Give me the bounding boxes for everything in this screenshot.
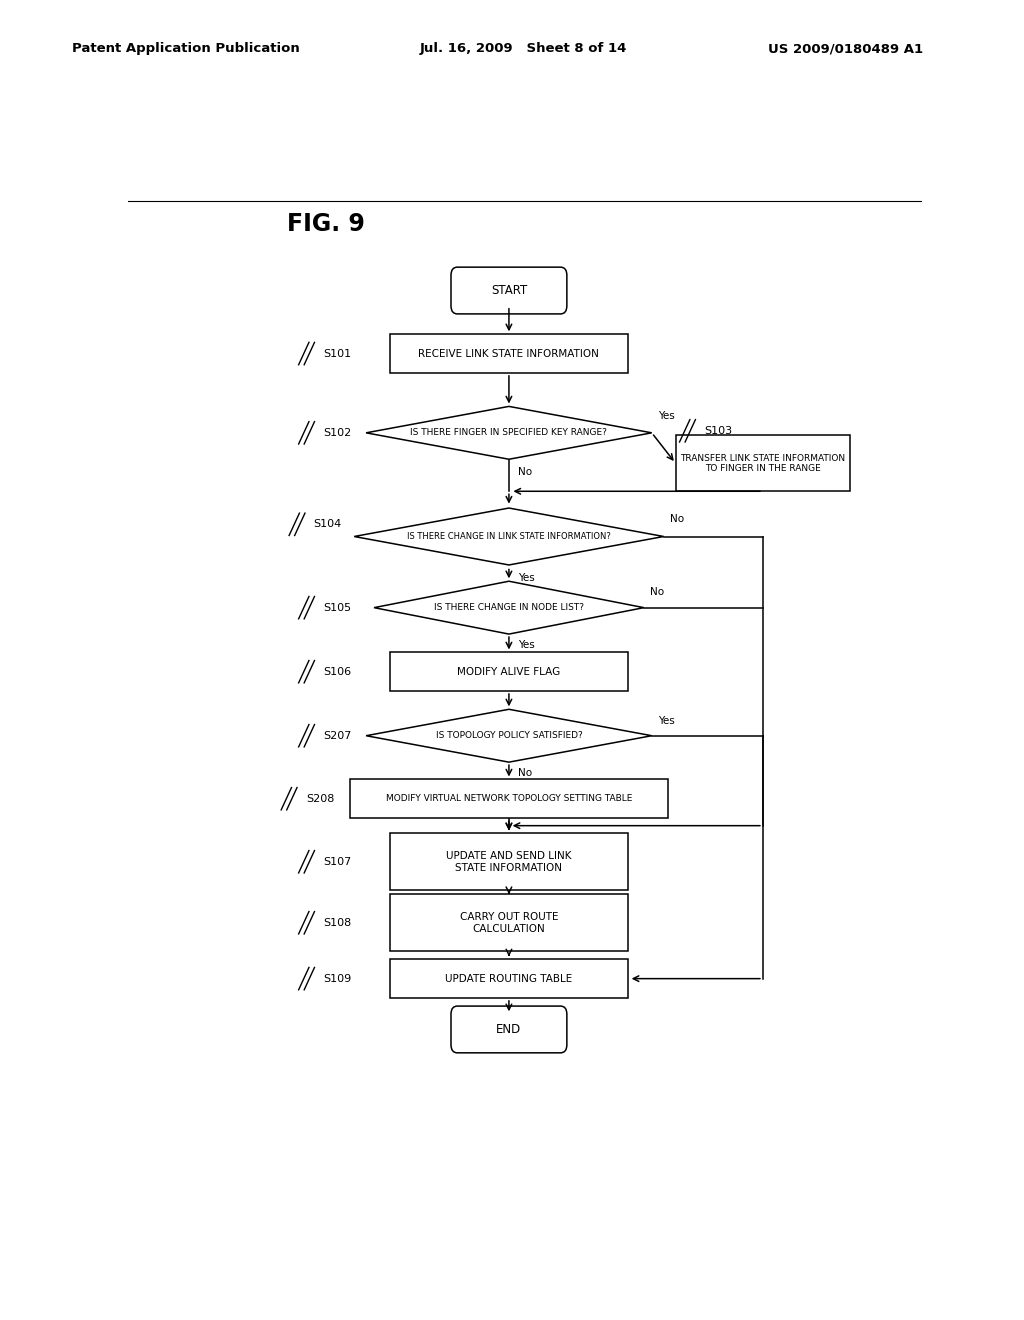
- Text: S107: S107: [324, 857, 351, 867]
- Text: END: END: [497, 1023, 521, 1036]
- Text: MODIFY ALIVE FLAG: MODIFY ALIVE FLAG: [458, 667, 560, 677]
- Text: S101: S101: [324, 348, 351, 359]
- Text: IS THERE CHANGE IN LINK STATE INFORMATION?: IS THERE CHANGE IN LINK STATE INFORMATIO…: [407, 532, 611, 541]
- Text: FIG. 9: FIG. 9: [287, 213, 365, 236]
- Polygon shape: [374, 581, 644, 634]
- Text: Yes: Yes: [658, 411, 675, 421]
- Text: No: No: [650, 587, 665, 598]
- Text: S207: S207: [324, 731, 351, 741]
- Bar: [390, 960, 628, 998]
- Text: Patent Application Publication: Patent Application Publication: [72, 42, 299, 55]
- Bar: [390, 833, 628, 890]
- Text: Yes: Yes: [518, 640, 536, 651]
- Text: UPDATE AND SEND LINK
STATE INFORMATION: UPDATE AND SEND LINK STATE INFORMATION: [446, 851, 571, 873]
- Text: IS THERE CHANGE IN NODE LIST?: IS THERE CHANGE IN NODE LIST?: [434, 603, 584, 612]
- Text: S103: S103: [705, 426, 732, 436]
- FancyBboxPatch shape: [451, 267, 567, 314]
- Text: START: START: [490, 284, 527, 297]
- Text: S109: S109: [324, 974, 351, 983]
- Text: No: No: [670, 515, 684, 524]
- Polygon shape: [354, 508, 664, 565]
- Bar: [390, 894, 628, 952]
- Polygon shape: [367, 709, 651, 762]
- Text: MODIFY VIRTUAL NETWORK TOPOLOGY SETTING TABLE: MODIFY VIRTUAL NETWORK TOPOLOGY SETTING …: [386, 795, 632, 804]
- Text: TRANSFER LINK STATE INFORMATION
TO FINGER IN THE RANGE: TRANSFER LINK STATE INFORMATION TO FINGE…: [680, 454, 846, 473]
- Text: Yes: Yes: [518, 573, 536, 582]
- Text: S106: S106: [324, 667, 351, 677]
- Text: No: No: [518, 768, 532, 779]
- Text: S108: S108: [324, 917, 351, 928]
- Bar: [390, 334, 628, 372]
- FancyBboxPatch shape: [451, 1006, 567, 1053]
- Bar: [350, 779, 668, 818]
- Text: IS THERE FINGER IN SPECIFIED KEY RANGE?: IS THERE FINGER IN SPECIFIED KEY RANGE?: [411, 428, 607, 437]
- Text: RECEIVE LINK STATE INFORMATION: RECEIVE LINK STATE INFORMATION: [419, 348, 599, 359]
- Text: CARRY OUT ROUTE
CALCULATION: CARRY OUT ROUTE CALCULATION: [460, 912, 558, 933]
- Text: S105: S105: [324, 603, 351, 612]
- Text: No: No: [518, 467, 532, 478]
- Polygon shape: [367, 407, 651, 459]
- Text: Jul. 16, 2009   Sheet 8 of 14: Jul. 16, 2009 Sheet 8 of 14: [420, 42, 628, 55]
- Text: US 2009/0180489 A1: US 2009/0180489 A1: [768, 42, 923, 55]
- Text: S208: S208: [306, 793, 334, 804]
- Text: S102: S102: [324, 428, 351, 438]
- Bar: [390, 652, 628, 690]
- Text: Yes: Yes: [658, 715, 675, 726]
- Text: UPDATE ROUTING TABLE: UPDATE ROUTING TABLE: [445, 974, 572, 983]
- Text: S104: S104: [313, 519, 342, 529]
- Bar: [676, 436, 850, 491]
- Text: IS TOPOLOGY POLICY SATISFIED?: IS TOPOLOGY POLICY SATISFIED?: [435, 731, 583, 741]
